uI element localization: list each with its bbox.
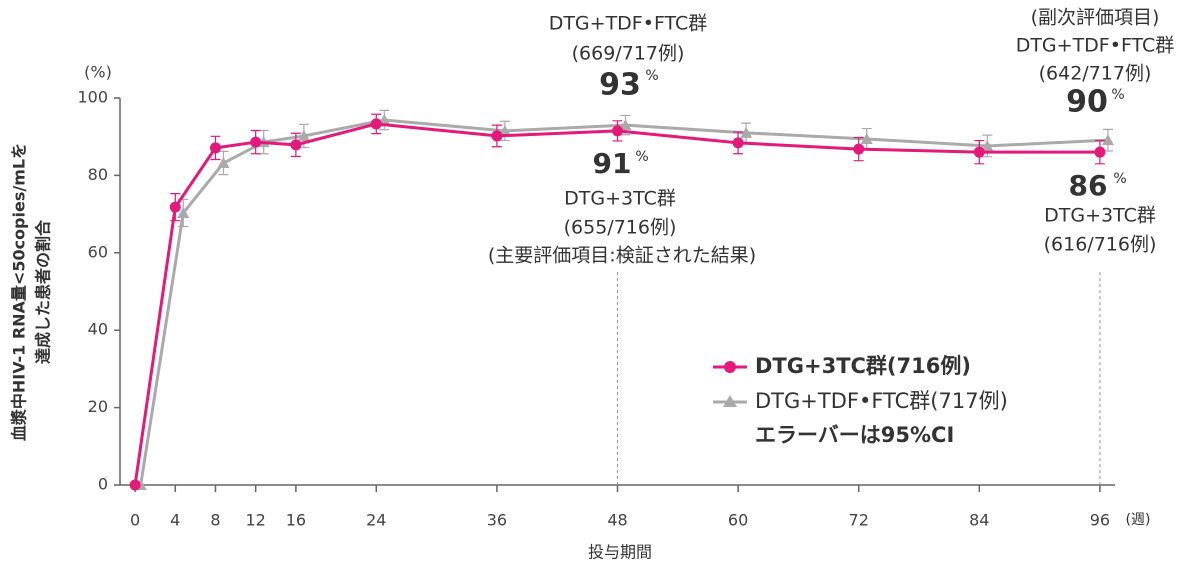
annotation: DTG+TDF•FTC群 (549, 13, 708, 35)
legend-marker (724, 361, 736, 373)
annotation: (669/717例) (572, 43, 685, 65)
annotation: (主要評価項目:検証された結果) (488, 245, 756, 267)
x-tick-label: 16 (286, 511, 306, 530)
x-unit: (週) (1126, 512, 1151, 528)
point (129, 479, 141, 491)
point (217, 157, 230, 169)
point (860, 133, 873, 145)
x-tick-label: 4 (170, 511, 180, 530)
point (740, 126, 753, 138)
annotation: DTG+3TC群 (1044, 205, 1156, 227)
legend-note: エラーバーは95%CI (755, 423, 954, 447)
annotation: % (1111, 87, 1124, 103)
point (973, 146, 985, 158)
y-label: 血漿中HIV-1 RNA量<50copies/mLを (10, 143, 29, 441)
point (370, 118, 382, 130)
point (297, 129, 310, 141)
x-tick-label: 60 (728, 511, 748, 530)
annotation: DTG+TDF•FTC群 (1016, 35, 1175, 57)
annotation: 91 (593, 147, 632, 180)
y-tick-label: 100 (77, 88, 108, 107)
x-tick-label: 96 (1090, 511, 1110, 530)
point (250, 136, 262, 148)
x-tick-label: 36 (487, 511, 507, 530)
x-label: 投与期間 (588, 543, 652, 562)
y-tick-label: 80 (88, 165, 108, 184)
annotation: (616/716例) (1044, 234, 1157, 256)
y-tick-label: 20 (88, 397, 108, 416)
annotation: % (635, 149, 648, 165)
legend-label: DTG+3TC群(716例) (755, 354, 971, 378)
y-unit: (%) (84, 63, 112, 82)
point (491, 130, 503, 142)
x-tick-label: 72 (849, 511, 869, 530)
x-tick-label: 48 (607, 511, 627, 530)
point (498, 124, 511, 136)
x-tick-label: 8 (210, 511, 220, 530)
point (612, 125, 623, 137)
x-tick-label: 12 (246, 511, 266, 530)
series-line (133, 122, 1100, 486)
series-line (139, 118, 1108, 486)
annotation: 93 (599, 68, 641, 103)
point (853, 143, 865, 155)
x-tick-label: 24 (366, 511, 386, 530)
annotation: (655/716例) (564, 217, 677, 239)
point (619, 119, 632, 131)
y-tick-label: 40 (88, 320, 108, 339)
annotation: (副次評価項目) (1031, 7, 1160, 29)
y-tick-label: 0 (98, 475, 108, 494)
point (169, 201, 181, 213)
legend-label: DTG+TDF•FTC群(717例) (755, 389, 1008, 413)
annotation: 90 (1066, 85, 1108, 120)
point (290, 139, 302, 151)
annotation: % (645, 68, 658, 84)
point (1101, 134, 1114, 146)
x-tick-label: 0 (130, 511, 140, 530)
annotation: (642/717例) (1039, 63, 1152, 85)
annotation: % (1113, 171, 1126, 187)
point (732, 137, 744, 149)
point (981, 139, 994, 151)
point (1094, 146, 1106, 158)
point (209, 142, 221, 154)
y-tick-label: 60 (88, 242, 108, 261)
point (177, 206, 190, 218)
y-label: 達成した患者の割合 (34, 219, 53, 364)
annotation: DTG+3TC群 (564, 188, 676, 210)
annotation: 86 (1069, 169, 1108, 202)
x-tick-label: 84 (969, 511, 989, 530)
legend-marker (723, 395, 737, 407)
